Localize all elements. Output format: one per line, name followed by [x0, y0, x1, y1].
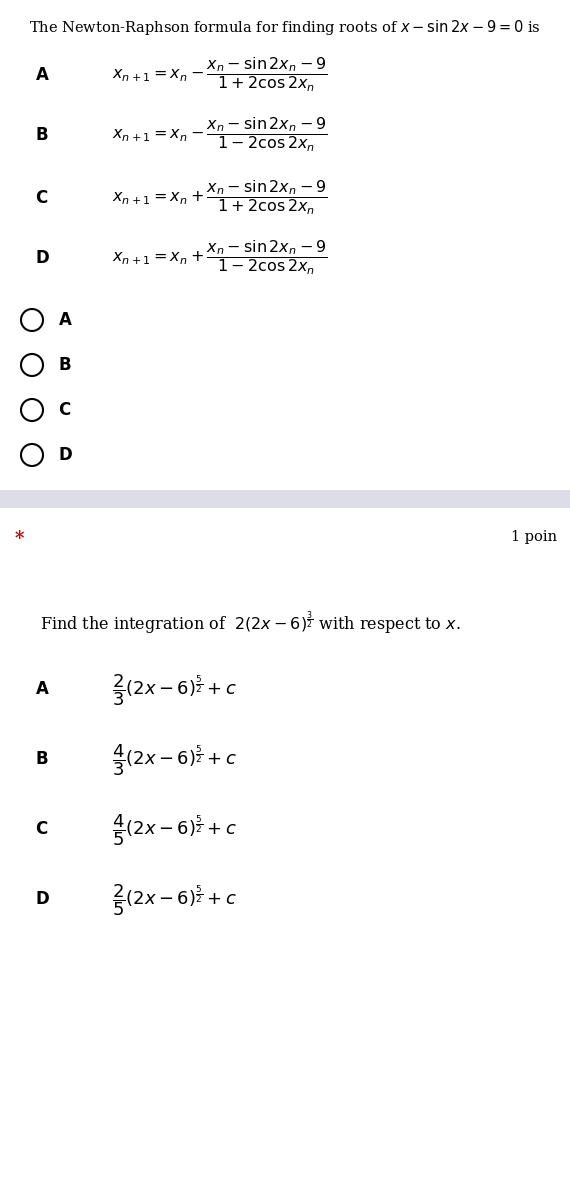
Text: $x_{n+1} = x_n - \dfrac{x_n - \sin 2x_n - 9}{1+2\cos 2x_n}$: $x_{n+1} = x_n - \dfrac{x_n - \sin 2x_n …: [112, 56, 328, 94]
Text: *: *: [15, 531, 25, 549]
Text: $\dfrac{2}{3}(2x-6)^{\frac{5}{2}}+c$: $\dfrac{2}{3}(2x-6)^{\frac{5}{2}}+c$: [112, 672, 237, 707]
Text: $x_{n+1} = x_n - \dfrac{x_n - \sin 2x_n - 9}{1-2\cos 2x_n}$: $x_{n+1} = x_n - \dfrac{x_n - \sin 2x_n …: [112, 116, 328, 154]
Text: $\dfrac{4}{3}(2x-6)^{\frac{5}{2}}+c$: $\dfrac{4}{3}(2x-6)^{\frac{5}{2}}+c$: [112, 742, 237, 778]
Text: $\mathbf{C}$: $\mathbf{C}$: [58, 402, 71, 418]
Text: $x_{n+1} = x_n + \dfrac{x_n - \sin 2x_n - 9}{1-2\cos 2x_n}$: $x_{n+1} = x_n + \dfrac{x_n - \sin 2x_n …: [112, 239, 328, 277]
Text: $\mathbf{A}$: $\mathbf{A}$: [58, 312, 73, 329]
Text: $\mathbf{C}$: $\mathbf{C}$: [35, 190, 48, 207]
Text: $x_{n+1} = x_n + \dfrac{x_n - \sin 2x_n - 9}{1+2\cos 2x_n}$: $x_{n+1} = x_n + \dfrac{x_n - \sin 2x_n …: [112, 179, 328, 217]
Text: $\mathbf{B}$: $\mathbf{B}$: [35, 127, 48, 143]
Text: $\mathbf{C}$: $\mathbf{C}$: [35, 821, 48, 839]
Text: $\mathbf{D}$: $\mathbf{D}$: [58, 447, 73, 464]
Text: $\mathbf{D}$: $\mathbf{D}$: [35, 250, 50, 266]
Text: $\mathbf{A}$: $\mathbf{A}$: [35, 681, 50, 699]
Text: 1 poin: 1 poin: [511, 531, 557, 544]
Text: $\mathbf{D}$: $\mathbf{D}$: [35, 891, 50, 908]
Text: $\dfrac{2}{5}(2x-6)^{\frac{5}{2}}+c$: $\dfrac{2}{5}(2x-6)^{\frac{5}{2}}+c$: [112, 882, 237, 918]
Text: The Newton-Raphson formula for finding roots of $x-\sin 2x-9=0$ is: The Newton-Raphson formula for finding r…: [29, 18, 541, 37]
Bar: [0, 490, 570, 508]
Text: $\mathbf{B}$: $\mathbf{B}$: [35, 752, 48, 768]
Text: Find the integration of  $2(2x-6)^{\frac{3}{2}}$ with respect to $x$.: Find the integration of $2(2x-6)^{\frac{…: [40, 609, 461, 637]
Text: $\mathbf{B}$: $\mathbf{B}$: [58, 356, 71, 374]
Text: $\dfrac{4}{5}(2x-6)^{\frac{5}{2}}+c$: $\dfrac{4}{5}(2x-6)^{\frac{5}{2}}+c$: [112, 813, 237, 847]
Text: $\mathbf{A}$: $\mathbf{A}$: [35, 67, 50, 84]
